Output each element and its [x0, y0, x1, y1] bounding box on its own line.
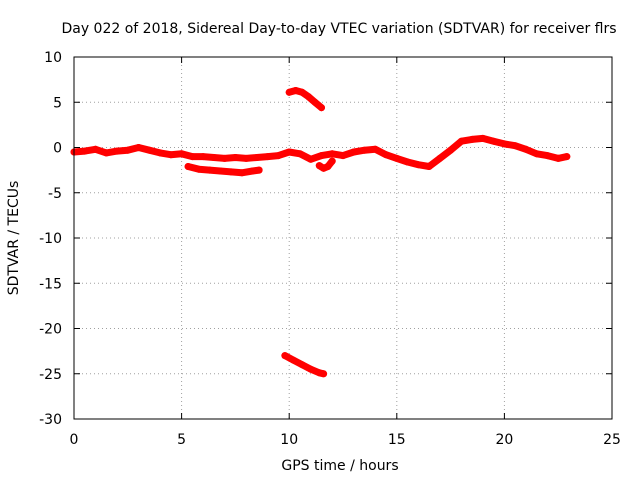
- data-point: [298, 88, 306, 96]
- x-tick-label: 25: [603, 432, 621, 448]
- data-point: [479, 134, 487, 142]
- data-point: [350, 148, 358, 156]
- data-point: [328, 157, 336, 165]
- data-point: [563, 153, 571, 161]
- y-tick-label: 0: [53, 141, 62, 157]
- data-point: [292, 87, 300, 94]
- x-tick-label: 10: [280, 432, 298, 448]
- data-point: [447, 146, 455, 154]
- data-point: [500, 140, 508, 148]
- data-point: [195, 165, 203, 173]
- data-point: [382, 151, 390, 159]
- data-point: [490, 137, 498, 145]
- data-point: [145, 146, 153, 154]
- data-point: [92, 145, 99, 153]
- chart-title: Day 022 of 2018, Sidereal Day-to-day VTE…: [61, 21, 616, 37]
- data-point: [522, 145, 530, 153]
- y-tick-label: 10: [44, 50, 62, 66]
- y-tick-label: -25: [39, 367, 62, 383]
- data-point: [339, 152, 347, 160]
- x-tick-label: 5: [177, 432, 186, 448]
- x-tick-label: 15: [388, 432, 406, 448]
- data-point: [425, 163, 433, 170]
- data-point: [167, 151, 175, 159]
- y-tick-label: -30: [39, 412, 62, 428]
- data-point: [371, 145, 379, 153]
- data-point: [414, 161, 422, 169]
- data-point: [296, 150, 304, 158]
- y-tick-label: -20: [39, 322, 62, 338]
- data-point: [238, 169, 246, 177]
- data-marks: [70, 87, 571, 378]
- data-point: [281, 352, 289, 360]
- data-point: [404, 158, 412, 166]
- y-tick-label: -5: [48, 186, 62, 202]
- data-point: [156, 149, 164, 157]
- data-point: [206, 166, 214, 174]
- data-point: [311, 98, 319, 106]
- data-point: [285, 88, 293, 96]
- data-point: [253, 154, 261, 161]
- y-tick-label: 5: [53, 95, 62, 111]
- data-point: [307, 155, 315, 163]
- data-point: [305, 93, 313, 101]
- data-point: [290, 356, 297, 364]
- x-tick-label: 0: [70, 432, 79, 448]
- data-point: [328, 150, 336, 158]
- data-point: [457, 137, 465, 145]
- y-tick-label: -15: [39, 276, 62, 292]
- data-point: [318, 104, 325, 112]
- data-point: [199, 153, 207, 161]
- data-point: [216, 167, 224, 175]
- data-point: [242, 154, 250, 162]
- y-tick-label: -10: [39, 231, 62, 247]
- data-point: [184, 163, 192, 170]
- data-point: [210, 154, 218, 161]
- data-point: [113, 147, 121, 155]
- y-tick-labels: -30 -25 -20 -15 -10 -5 0 5 10: [39, 50, 62, 428]
- data-point: [227, 168, 235, 176]
- data-point: [393, 154, 401, 162]
- data-point: [249, 167, 257, 175]
- data-point: [533, 150, 541, 158]
- data-point: [318, 152, 325, 160]
- data-point: [285, 148, 293, 156]
- data-point: [511, 142, 519, 150]
- data-point: [554, 154, 562, 162]
- data-point: [543, 152, 551, 160]
- data-point: [324, 163, 332, 170]
- x-axis-label: GPS time / hours: [281, 458, 398, 474]
- data-point: [298, 361, 306, 369]
- data-point: [102, 149, 110, 157]
- data-point: [264, 153, 272, 161]
- data-point: [178, 150, 186, 158]
- data-point: [188, 153, 196, 161]
- data-point: [361, 146, 368, 154]
- data-point: [274, 152, 282, 160]
- axis-ticks: [73, 56, 613, 420]
- data-point: [231, 154, 239, 161]
- data-point: [320, 370, 328, 378]
- data-point: [468, 135, 476, 143]
- data-point: [436, 154, 444, 162]
- data-point: [124, 146, 132, 154]
- data-point: [221, 154, 229, 162]
- data-point: [135, 144, 143, 151]
- x-tick-label: 20: [495, 432, 513, 448]
- y-axis-label: SDTVAR / TECUs: [6, 181, 22, 296]
- data-point: [255, 166, 263, 174]
- data-point: [307, 365, 315, 373]
- data-point: [81, 147, 89, 155]
- x-tick-labels: 0 5 10 15 20 25: [70, 432, 621, 448]
